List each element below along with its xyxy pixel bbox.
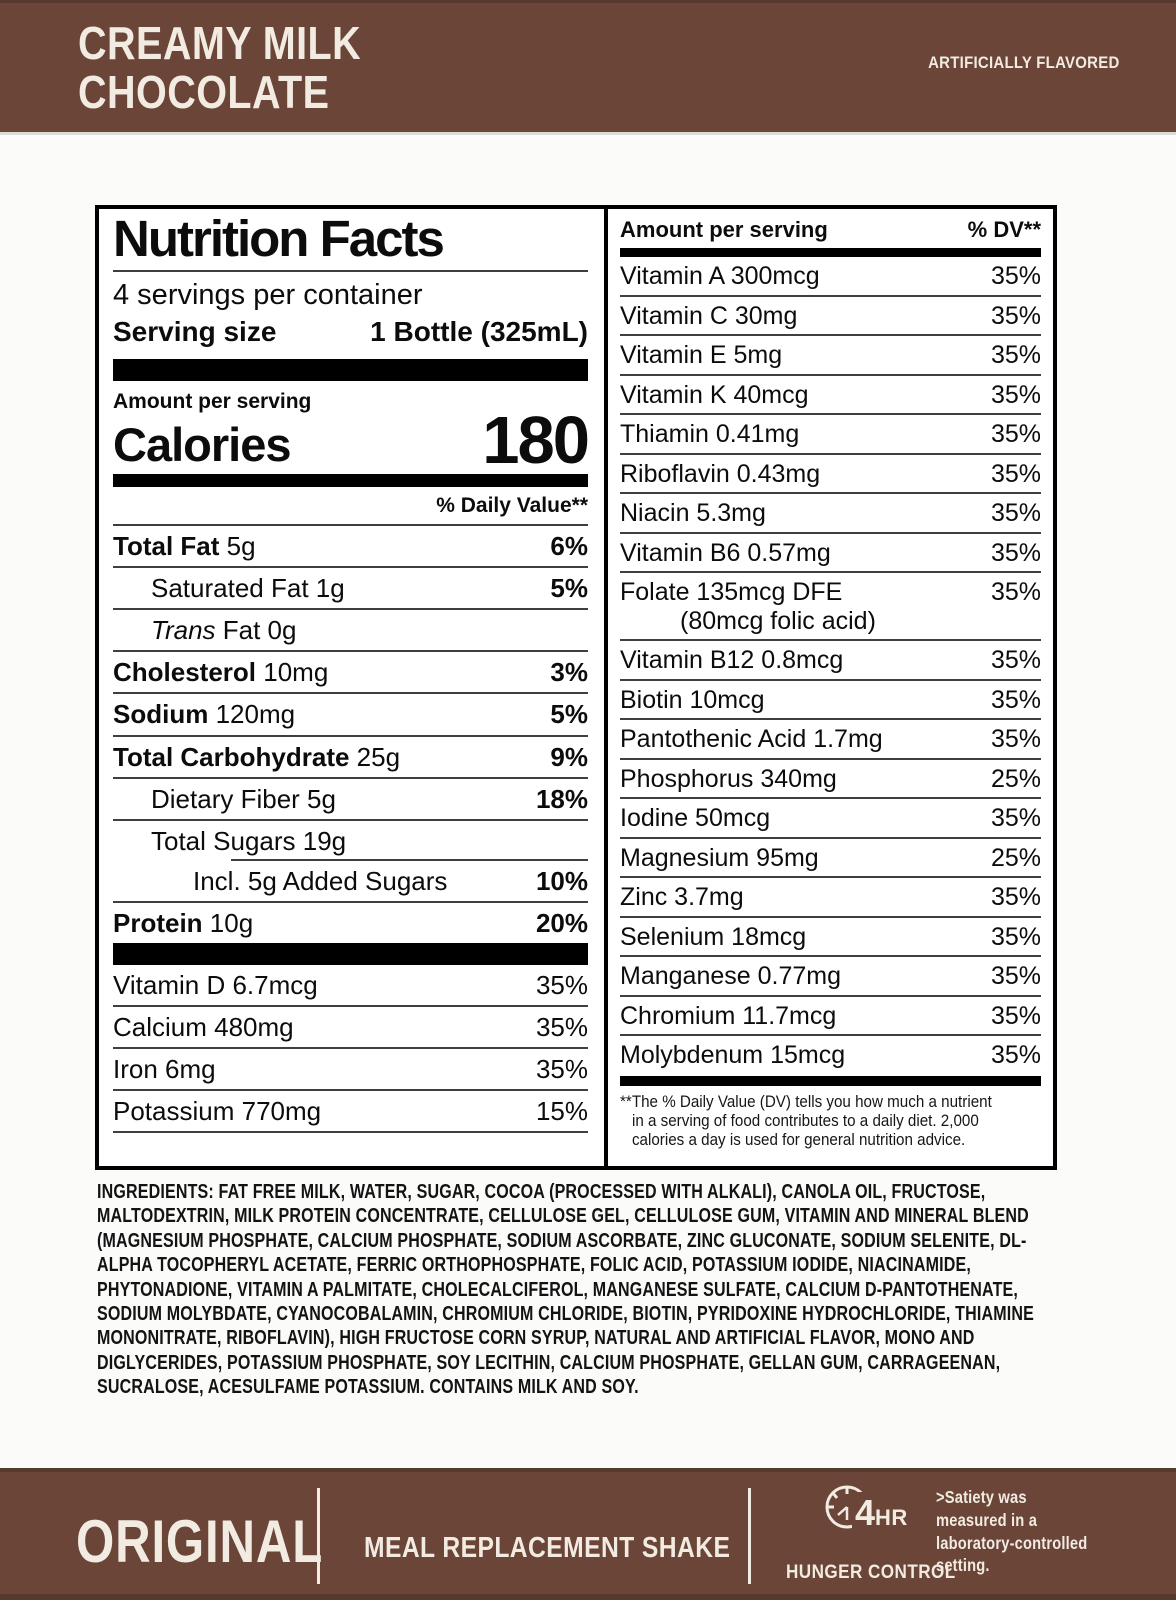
ingredients-text: INGREDIENTS: FAT FREE MILK, WATER, SUGAR…: [97, 1181, 1034, 1399]
nutrient-row: Protein 10g 20%: [113, 907, 588, 938]
nutrient-row: Incl. 5g Added Sugars 10%: [113, 861, 588, 903]
calories-row: Calories 180: [113, 403, 590, 479]
nutrient-row: Folate 135mcg DFE (80mcg folic acid) 35%: [620, 573, 1041, 641]
nutrient-row: Total Sugars 19g: [113, 820, 588, 861]
nutrient-row: Riboflavin 0.43mg 35%: [620, 455, 1041, 494]
artificially-flavored-note: ARTIFICIALLY FLAVORED: [928, 53, 1120, 72]
nutrient-row: Pantothenic Acid 1.7mg 35%: [620, 720, 1041, 760]
nutrient-row: Sodium 120mg 5%: [113, 694, 588, 737]
nutrient-row: Phosphorus 340mg 25%: [620, 760, 1041, 799]
ingredients-section: INGREDIENTS: FAT FREE MILK, WATER, SUGAR…: [97, 1180, 1059, 1400]
nutrient-row: Manganese 0.77mg 35%: [620, 957, 1041, 997]
nutrient-row: Vitamin A 300mcg 35%: [620, 257, 1041, 297]
vitamin-mineral-rows-right: Vitamin A 300mcg 35% Vitamin C 30mg 35% Vita…: [620, 257, 1041, 1074]
nutrient-row: Total Fat 5g 6%: [113, 526, 588, 569]
calories-label: Calories: [113, 417, 291, 471]
nutrient-row: Dietary Fiber 5g 18%: [113, 779, 588, 821]
daily-value-header: % Daily Value**: [113, 487, 588, 526]
footer-divider: [748, 1488, 751, 1584]
divider-bar: [113, 473, 588, 487]
serving-size-row: Serving size 1 Bottle (325mL): [113, 314, 588, 359]
duration-label: 4HR: [852, 1492, 908, 1534]
amount-per-serving-header: Amount per serving: [620, 217, 828, 242]
divider-bar: [620, 1075, 1041, 1086]
nutrient-row: Trans Fat 0g: [113, 610, 588, 653]
nutrient-row: Thiamin 0.41mg 35%: [620, 415, 1041, 455]
nutrient-row: Calcium 480mg 35%: [113, 1007, 588, 1050]
nutrient-row: Selenium 18mcg 35%: [620, 918, 1041, 957]
divider-bar: [113, 359, 588, 382]
divider-bar: [113, 943, 588, 966]
nutrient-row: Magnesium 95mg 25%: [620, 839, 1041, 878]
nutrient-row: Iodine 50mcg 35%: [620, 799, 1041, 839]
nutrient-row: Molybdenum 15mcg 35%: [620, 1041, 1041, 1069]
hunger-control-badge: 4HR HUNGER CONTROL: [786, 1478, 955, 1596]
nutrition-right-column: Amount per serving % DV** Vitamin A 300m…: [604, 209, 1053, 1166]
vitamin-mineral-rows-left: Vitamin D 6.7mcg 35% Calcium 480mg 35% Iron …: [113, 965, 588, 1134]
nutrient-row: Potassium 770mg 15%: [113, 1091, 588, 1134]
nutrient-row: Chromium 11.7mcg 35%: [620, 997, 1041, 1036]
nutrient-row: Vitamin C 30mg 35%: [620, 297, 1041, 336]
nutrient-row: Iron 6mg 35%: [113, 1049, 588, 1092]
nutrient-row: Vitamin B12 0.8mcg 35%: [620, 641, 1041, 681]
nutrient-row: Total Carbohydrate 25g 9%: [113, 737, 588, 779]
nutrient-row: Vitamin K 40mcg 35%: [620, 376, 1041, 415]
nutrient-row: Vitamin B6 0.57mg 35%: [620, 534, 1041, 573]
amount-per-serving-label: Amount per serving: [113, 390, 312, 414]
nutrient-row: Cholesterol 10mg 3%: [113, 652, 588, 695]
hunger-control-label: HUNGER CONTROL: [786, 1562, 956, 1583]
nutrition-facts-panel: Nutrition Facts 4 servings per container…: [95, 205, 1057, 1170]
satiety-disclaimer: >Satiety was measured in a laboratory-co…: [936, 1487, 1088, 1576]
nutrient-row: Saturated Fat 1g 5%: [113, 568, 588, 611]
daily-value-footnote: **The % Daily Value (DV) tells you how m…: [620, 1092, 992, 1150]
dv-header: % DV**: [967, 217, 1041, 242]
macro-nutrient-rows: Total Fat 5g 6% Saturated Fat 1g 5% Trans Fa…: [113, 526, 588, 943]
bottom-banner: ORIGINAL MEAL REPLACEMENT SHAKE 4HR HUNG…: [0, 1468, 1176, 1600]
nutrient-row: Vitamin E 5mg 35%: [620, 336, 1041, 376]
ingredients-label: INGREDIENTS:: [97, 1181, 214, 1203]
footer-divider: [317, 1488, 320, 1584]
servings-per-container: 4 servings per container: [113, 279, 423, 312]
nutrition-facts-title: Nutrition Facts: [113, 212, 588, 273]
nutrient-row: Vitamin D 6.7mcg 35%: [113, 965, 588, 1008]
divider-bar: [620, 248, 1041, 257]
nutrient-row: Zinc 3.7mg 35%: [620, 878, 1041, 918]
product-type: MEAL REPLACEMENT SHAKE: [364, 1532, 731, 1564]
nutrient-row: Biotin 10mcg 35%: [620, 681, 1041, 720]
serving-size-label: Serving size: [113, 316, 277, 348]
flavor-title: CREAMY MILK CHOCOLATE: [78, 17, 362, 118]
calories-value: 180: [482, 403, 590, 479]
variant-name: ORIGINAL: [76, 1508, 324, 1575]
right-column-header: Amount per serving % DV**: [620, 209, 1041, 248]
top-banner: CREAMY MILK CHOCOLATE ARTIFICIALLY FLAVO…: [0, 0, 1176, 135]
serving-size-value: 1 Bottle (325mL): [370, 316, 588, 348]
nutrition-left-column: Nutrition Facts 4 servings per container…: [99, 209, 604, 1166]
nutrient-row: Niacin 5.3mg 35%: [620, 494, 1041, 534]
